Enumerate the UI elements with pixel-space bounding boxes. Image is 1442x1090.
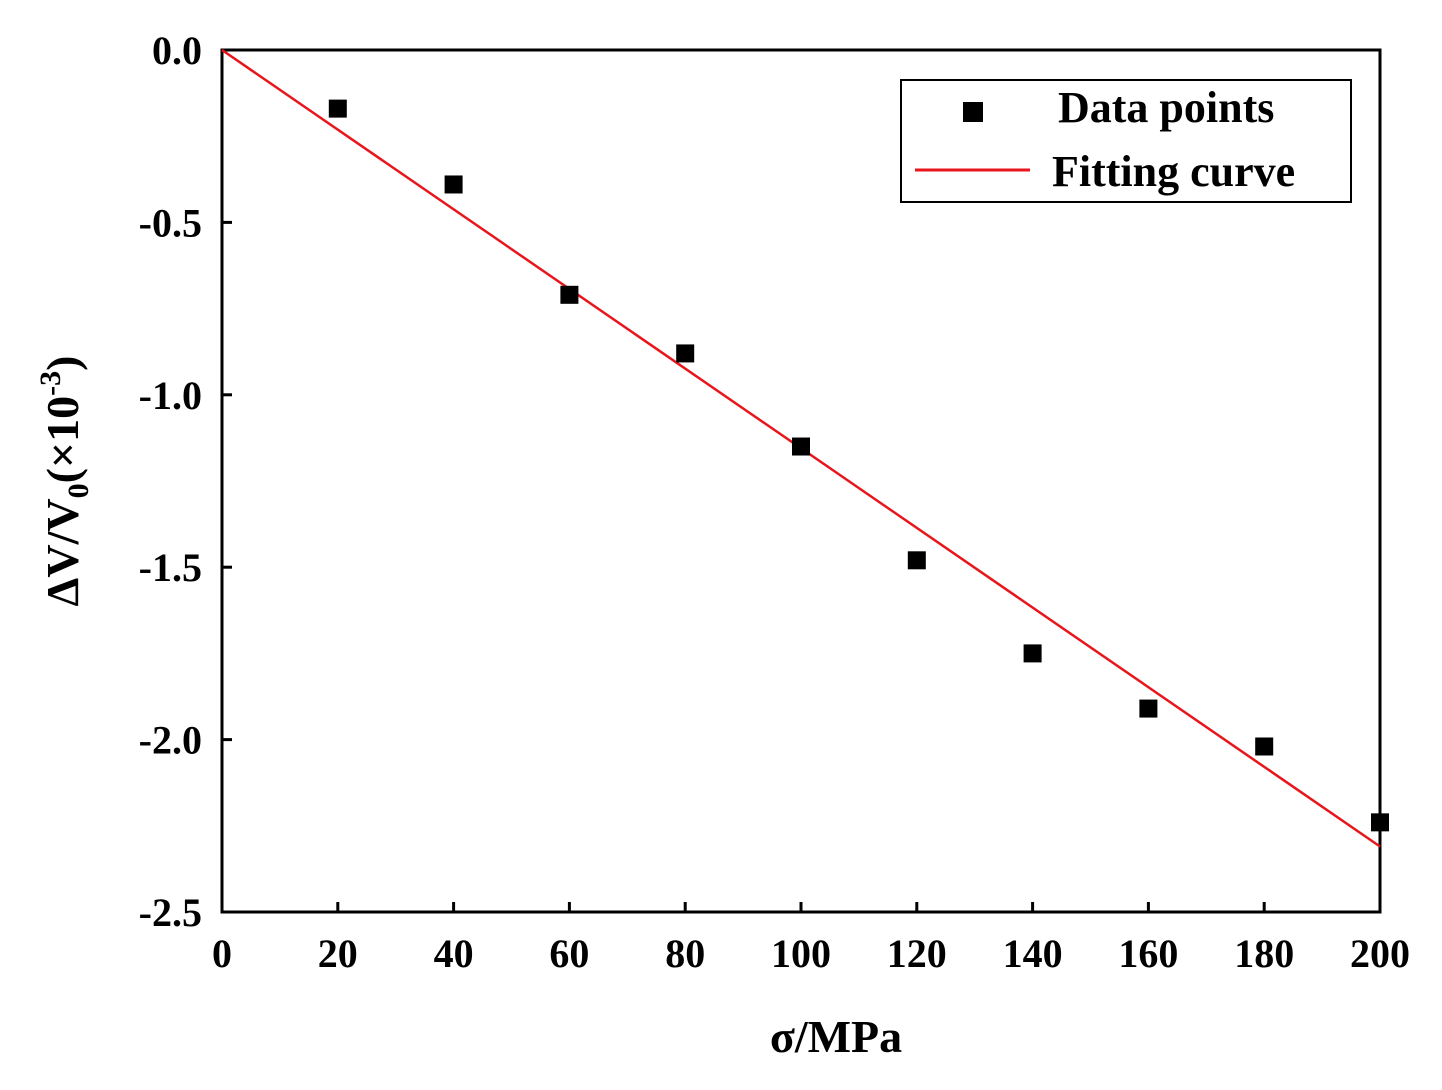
y-axis-title-sub: 0 (62, 483, 95, 498)
y-axis: 0.0 -0.5 -1.0 -1.5 -2.0 -2.5 (139, 28, 232, 935)
y-axis-title-mid: (×10 (37, 396, 88, 484)
x-tick-label: 160 (1118, 931, 1178, 976)
legend-marker-data-points (963, 102, 983, 122)
legend-box (900, 79, 1352, 203)
x-tick-label: 20 (318, 931, 358, 976)
x-tick-label: 40 (434, 931, 474, 976)
data-point (328, 99, 347, 118)
data-point (792, 437, 810, 456)
x-tick-label: 180 (1234, 931, 1294, 976)
x-tick-label: 200 (1350, 931, 1410, 976)
data-point (560, 285, 579, 304)
legend-label-fitting-curve: Fitting curve (1052, 147, 1295, 196)
y-tick-label: -2.5 (139, 890, 202, 935)
y-axis-title-suffix: ) (37, 356, 88, 371)
y-axis-title-sup: -3 (34, 371, 67, 396)
y-tick-label: 0.0 (152, 28, 202, 73)
data-point (444, 175, 463, 194)
y-tick-label: -1.0 (139, 373, 202, 418)
data-point (1255, 737, 1274, 756)
data-point (676, 344, 695, 363)
y-tick-label: -1.5 (139, 545, 202, 590)
x-tick-label: 0 (212, 931, 232, 976)
legend: Data points Fitting curve (900, 79, 1352, 203)
data-point (1139, 699, 1158, 718)
y-axis-title-prefix: ΔV/V (37, 498, 88, 606)
x-tick-label: 80 (665, 931, 705, 976)
y-tick-label: -2.0 (139, 718, 202, 763)
y-axis-title: ΔV/V0(×10-3) (34, 356, 95, 607)
data-point (907, 551, 926, 570)
y-tick-label: -0.5 (139, 200, 202, 245)
series-layer (221, 48, 1389, 848)
legend-label-data-points: Data points (1058, 83, 1274, 132)
x-axis: 0 20 40 60 80 100 120 140 160 180 200 (212, 902, 1410, 976)
data-point (1023, 644, 1042, 663)
x-axis-title: σ/MPa (770, 1011, 902, 1062)
x-tick-label: 140 (1003, 931, 1063, 976)
x-tick-label: 60 (549, 931, 589, 976)
data-point (1371, 813, 1389, 832)
x-tick-label: 100 (771, 931, 831, 976)
x-tick-label: 120 (887, 931, 947, 976)
